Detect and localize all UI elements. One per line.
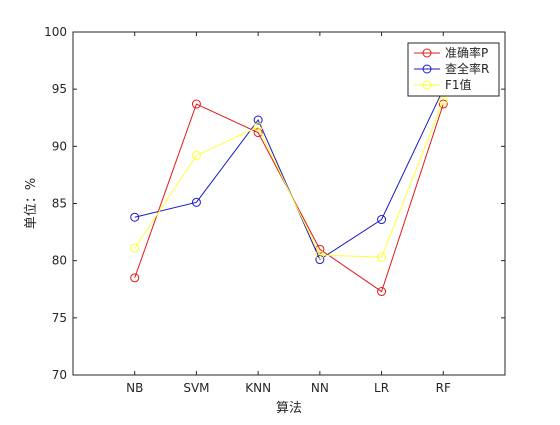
data-point bbox=[130, 273, 140, 283]
data-point bbox=[377, 215, 387, 225]
series-layer bbox=[130, 84, 448, 297]
legend-marker bbox=[422, 48, 432, 58]
y-tick-label: 70 bbox=[52, 368, 67, 382]
x-tick-label: NN bbox=[311, 381, 329, 395]
y-tick-label: 85 bbox=[52, 197, 67, 211]
x-tick-label: NB bbox=[126, 381, 143, 395]
series-3 bbox=[130, 96, 448, 262]
y-axis: 70 75 80 85 90 95 100 bbox=[44, 25, 505, 382]
y-axis-label: 单位：% bbox=[24, 178, 39, 229]
data-point bbox=[191, 150, 201, 160]
data-point bbox=[191, 197, 201, 207]
data-point bbox=[438, 99, 448, 109]
y-tick-label: 95 bbox=[52, 82, 67, 96]
data-point bbox=[253, 122, 263, 132]
x-tick-label: RF bbox=[436, 381, 451, 395]
y-tick-label: 80 bbox=[52, 254, 67, 268]
data-point bbox=[253, 115, 263, 125]
legend-label: 准确率P bbox=[445, 45, 488, 60]
data-point bbox=[438, 96, 448, 106]
series-line bbox=[134, 100, 444, 258]
data-point bbox=[130, 212, 140, 222]
data-point bbox=[130, 243, 140, 253]
legend-marker bbox=[422, 64, 432, 74]
data-point bbox=[377, 252, 387, 262]
x-tick-label: KNN bbox=[245, 381, 271, 395]
x-axis-label: 算法 bbox=[276, 401, 302, 416]
legend-label: 查全率R bbox=[445, 61, 489, 76]
x-tick-label: LR bbox=[374, 381, 389, 395]
legend-item: 准确率P bbox=[414, 45, 488, 60]
data-point bbox=[191, 99, 201, 109]
x-tick-label: SVM bbox=[183, 381, 209, 395]
data-point bbox=[253, 128, 263, 138]
legend-item: 查全率R bbox=[414, 61, 489, 76]
y-tick-label: 75 bbox=[52, 311, 67, 325]
data-point bbox=[315, 255, 325, 265]
x-axis: NB SVM KNN NN LR RF bbox=[126, 32, 451, 395]
y-tick-label: 90 bbox=[52, 139, 67, 153]
data-point bbox=[377, 287, 387, 297]
legend-item: F1值 bbox=[414, 77, 472, 92]
legend-marker bbox=[422, 80, 432, 90]
legend-label: F1值 bbox=[445, 77, 472, 92]
data-point bbox=[315, 244, 325, 254]
y-tick-label: 100 bbox=[44, 25, 67, 39]
data-point bbox=[315, 250, 325, 260]
